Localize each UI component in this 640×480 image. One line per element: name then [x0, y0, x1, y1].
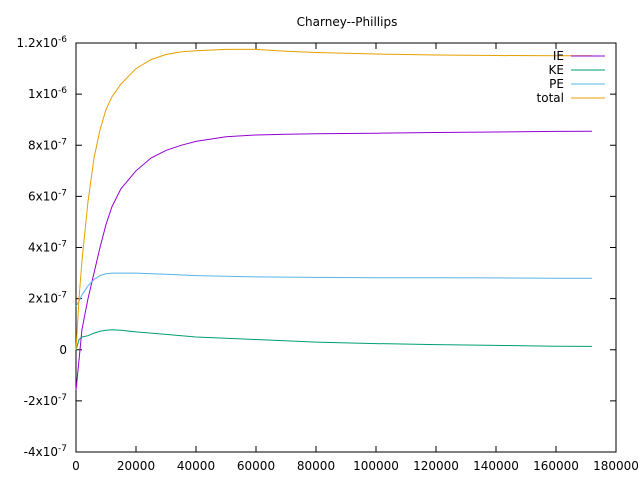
x-tick-label: 20000	[117, 459, 155, 473]
y-tick-label: 1.2x10-6	[17, 35, 68, 50]
y-tick-label: 8x10-7	[28, 137, 67, 152]
series-line-ke	[75, 329, 593, 350]
y-axis: -4x10-7 -2x10-7 0 2x10-7 4x10-7 6x10-7 8x10-7 1…	[17, 35, 616, 459]
x-tick-label: 40000	[177, 459, 215, 473]
x-tick-label: 60000	[237, 459, 275, 473]
x-tick-label: 120000	[413, 459, 459, 473]
y-tick-label: 0	[59, 343, 67, 357]
y-tick-label: -4x10-7	[24, 444, 67, 459]
x-tick-label: 140000	[473, 459, 519, 473]
legend-label-pe: PE	[549, 77, 564, 91]
series-line-ie	[75, 130, 593, 391]
y-tick-label: 1x10-6	[28, 86, 67, 101]
legend-label-total: total	[537, 91, 564, 105]
series-lines	[75, 48, 593, 391]
series-line-pe	[75, 272, 592, 307]
series-line-total	[75, 48, 592, 350]
y-tick-label: 6x10-7	[28, 188, 67, 203]
x-axis: 0 20000 40000 60000 80000 100000 120000 140000 1…	[72, 43, 639, 473]
plot-frame	[75, 42, 617, 453]
y-tick-label: -2x10-7	[24, 393, 67, 408]
y-tick-label: 4x10-7	[28, 240, 67, 255]
x-tick-label: 80000	[297, 459, 335, 473]
legend-label-ie: IE	[553, 49, 564, 63]
x-tick-label: 180000	[593, 459, 639, 473]
legend-label-ke: KE	[549, 63, 564, 77]
x-tick-label: 100000	[353, 459, 399, 473]
x-tick-label: 0	[72, 459, 80, 473]
chart-title: Charney--Phillips	[297, 15, 398, 29]
y-tick-label: 2x10-7	[28, 291, 67, 306]
x-tick-label: 160000	[533, 459, 579, 473]
